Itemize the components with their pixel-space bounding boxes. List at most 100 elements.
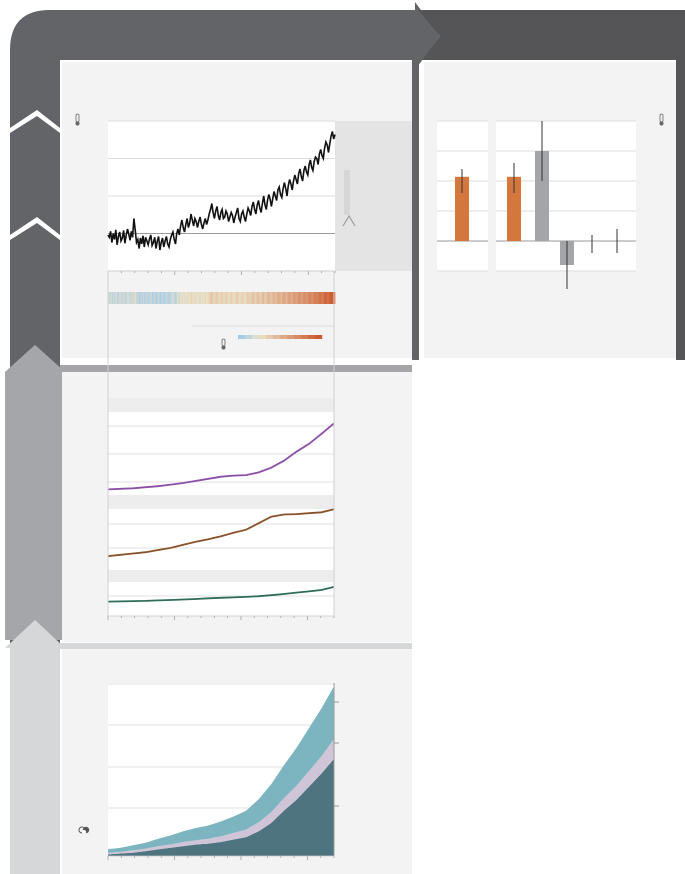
emissions-area-2: [108, 739, 334, 855]
warming-stripe: [209, 292, 212, 304]
warming-stripe: [180, 292, 182, 304]
warming-stripe: [114, 292, 117, 304]
warming-stripe: [314, 292, 316, 304]
warming-stripe: [186, 292, 189, 304]
warming-stripe: [324, 292, 327, 304]
warming-stripe: [145, 292, 147, 304]
warming-stripe: [257, 292, 260, 304]
warming-stripe: [295, 292, 297, 304]
attribution-bar: [507, 176, 521, 241]
warming-stripe: [206, 292, 208, 304]
warming-stripe: [158, 292, 160, 304]
stripes-colour-legend: [238, 335, 323, 339]
warming-stripe: [157, 292, 159, 304]
warming-stripe: [189, 292, 191, 304]
ch4-concentration-line: [107, 508, 335, 557]
warming-stripe: [244, 292, 247, 304]
stripes-legend-swatch: [287, 335, 295, 339]
concentration-band-ch4: [108, 495, 334, 509]
warming-stripe: [155, 292, 158, 304]
stripes-legend-swatch: [245, 335, 253, 339]
warming-stripe: [238, 292, 240, 304]
warming-stripe: [304, 292, 306, 304]
warming-stripe: [193, 292, 195, 304]
warming-stripe: [129, 292, 132, 304]
warming-stripe: [138, 292, 141, 304]
warming-stripe: [282, 292, 284, 304]
warming-stripe: [248, 292, 251, 304]
warming-stripe: [194, 292, 197, 304]
temperature-up-arrow-icon: [342, 214, 356, 227]
frame-arrow-notch-1: [10, 110, 60, 133]
warming-stripe: [284, 292, 287, 304]
warming-stripe: [242, 292, 244, 304]
warming-stripe: [234, 292, 236, 304]
warming-stripe: [289, 292, 292, 304]
warming-stripe: [199, 292, 202, 304]
warming-stripe: [249, 292, 252, 304]
warming-stripe: [333, 292, 336, 304]
warming-stripe: [288, 292, 291, 304]
concentration-band-co2: [108, 398, 334, 412]
warming-stripe: [313, 292, 315, 304]
warming-stripe: [131, 292, 133, 304]
attribution-bar: [535, 151, 549, 241]
warming-stripe: [309, 292, 311, 304]
attribution-bar: [455, 176, 469, 241]
warming-stripe: [297, 292, 300, 304]
frame-mid-left: [10, 368, 60, 640]
warming-stripe: [154, 292, 157, 304]
warming-stripe: [217, 292, 220, 304]
emissions-x-ticks: [107, 855, 335, 860]
concentration-x-ticks: [107, 615, 335, 620]
warming-stripe: [267, 292, 270, 304]
warming-stripe: [191, 292, 194, 304]
warming-stripe: [291, 292, 293, 304]
warming-stripe: [243, 292, 246, 304]
warming-stripe: [231, 292, 234, 304]
warming-stripe: [280, 292, 283, 304]
frame-arrow-light-head: [5, 620, 65, 648]
co2-concentration-line: [107, 422, 335, 491]
warming-stripes: [108, 292, 336, 304]
warming-stripe: [247, 292, 249, 304]
warming-stripe: [227, 292, 230, 304]
warming-stripe: [315, 292, 318, 304]
warming-stripe: [216, 292, 218, 304]
warming-stripe: [230, 292, 233, 304]
warming-stripe: [287, 292, 289, 304]
warming-stripe: [203, 292, 206, 304]
warming-stripe: [167, 292, 169, 304]
warming-stripe: [283, 292, 285, 304]
warming-stripe: [147, 292, 150, 304]
warming-stripe: [322, 292, 324, 304]
warming-stripe: [181, 292, 184, 304]
warming-stripe: [262, 292, 265, 304]
warming-stripe: [142, 292, 145, 304]
warming-stripe: [200, 292, 203, 304]
warming-stripe: [320, 292, 323, 304]
warming-stripe: [190, 292, 193, 304]
panel-temperature-divider: [412, 60, 419, 360]
stripes-legend-swatch: [294, 335, 302, 339]
frame-arrow-notch-2: [10, 217, 60, 240]
warming-stripe: [278, 292, 280, 304]
warming-stripe: [123, 292, 126, 304]
warming-stripe: [266, 292, 269, 304]
warming-stripe: [319, 292, 322, 304]
warming-stripe: [128, 292, 131, 304]
warming-stripe: [168, 292, 171, 304]
warming-stripe: [198, 292, 200, 304]
warming-stripe: [323, 292, 325, 304]
warming-stripe: [229, 292, 231, 304]
frame-light-left: [10, 645, 60, 874]
warming-stripe: [118, 292, 120, 304]
warming-stripe: [213, 292, 216, 304]
warming-stripe: [240, 292, 243, 304]
warming-stripe: [331, 292, 333, 304]
warming-stripe: [126, 292, 128, 304]
warming-stripe: [261, 292, 264, 304]
warming-stripe: [220, 292, 222, 304]
warming-stripe: [221, 292, 224, 304]
warming-stripe: [270, 292, 273, 304]
